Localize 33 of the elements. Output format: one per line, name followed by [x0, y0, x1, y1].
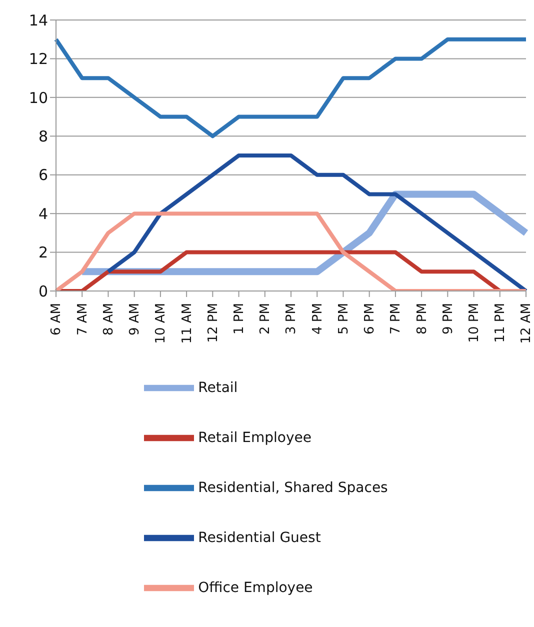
x-tick-label: 11 PM	[493, 303, 508, 343]
legend-label: Retail	[198, 380, 238, 396]
legend-label: Residential, Shared Spaces	[198, 480, 388, 496]
x-tick-label: 10 PM	[467, 303, 482, 343]
legend-label: Retail Employee	[198, 430, 312, 446]
line-series	[106, 154, 528, 291]
y-tick-label: 2	[38, 244, 48, 262]
x-tick-label: 12 PM	[206, 303, 221, 343]
x-tick-label: 7 PM	[388, 303, 404, 334]
x-tick-label: 3 PM	[284, 303, 300, 334]
x-tick-label: 1 PM	[232, 303, 248, 334]
y-tick-label: 14	[28, 11, 48, 30]
x-tick-label: 9 PM	[440, 303, 456, 334]
x-tick-label: 8 AM	[101, 303, 116, 336]
x-tick-label: 4 PM	[310, 303, 326, 334]
x-tick-label: 9 AM	[128, 303, 143, 336]
x-tick-label: 6 AM	[49, 303, 64, 336]
legend-label: Office Employee	[198, 580, 313, 596]
y-tick-label: 10	[28, 88, 48, 107]
y-tick-label: 6	[38, 166, 48, 184]
y-tick-label: 4	[38, 204, 48, 223]
x-tick-label: 12 AM	[519, 303, 534, 344]
y-tick-label: 8	[38, 127, 48, 146]
x-tick-label: 6 PM	[362, 303, 378, 334]
y-tick-label: 12	[28, 50, 48, 68]
y-tick-label: 0	[38, 282, 48, 300]
x-tick-label: 2 PM	[258, 303, 274, 334]
legend-label: Residential Guest	[198, 530, 321, 546]
x-tick-label: 11 AM	[180, 303, 195, 344]
x-tick-label: 10 AM	[154, 303, 169, 344]
x-tick-label: 8 PM	[414, 303, 430, 334]
x-tick-label: 5 PM	[336, 303, 352, 334]
x-tick-label: 7 AM	[75, 303, 90, 336]
